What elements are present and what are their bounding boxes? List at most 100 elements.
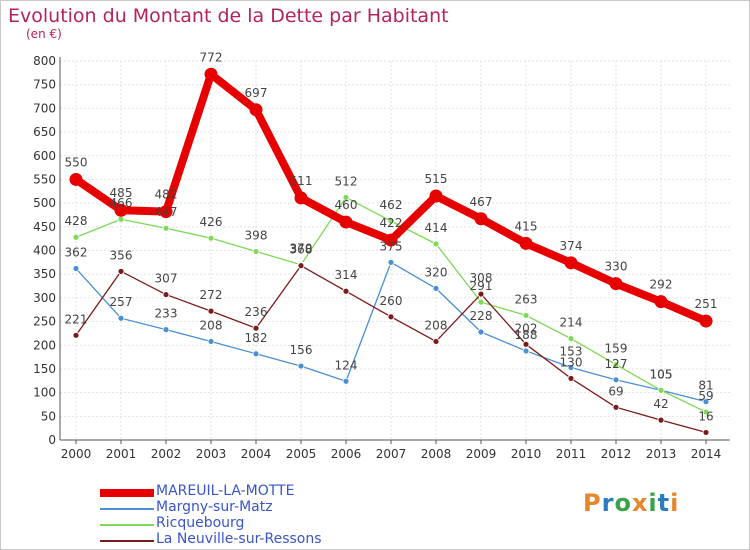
data-point-ricquebourg xyxy=(567,335,575,343)
x-tick-label: 2009 xyxy=(466,447,497,461)
logo-letter: t xyxy=(657,489,671,517)
data-label-la-neuville-sur-ressons: 42 xyxy=(653,397,668,411)
data-label-ricquebourg: 105 xyxy=(650,367,673,381)
data-point-la-neuville-sur-ressons xyxy=(117,267,125,275)
data-label-mareuil-la-motte: 515 xyxy=(425,172,448,186)
data-point-mareuil-la-motte xyxy=(519,236,533,250)
data-label-margny-sur-matz: 320 xyxy=(425,265,448,279)
data-label-mareuil-la-motte: 511 xyxy=(290,174,313,188)
data-label-margny-sur-matz: 257 xyxy=(110,295,133,309)
chart-unit-label: (en €) xyxy=(26,27,62,41)
data-point-la-neuville-sur-ressons xyxy=(162,291,170,298)
data-label-margny-sur-matz: 124 xyxy=(335,358,358,372)
x-tick-label: 2001 xyxy=(106,447,137,461)
data-point-margny-sur-matz xyxy=(252,350,260,358)
y-tick-label: 700 xyxy=(33,101,56,115)
data-label-mareuil-la-motte: 422 xyxy=(380,216,403,230)
data-label-la-neuville-sur-ressons: 260 xyxy=(380,294,403,308)
data-label-ricquebourg: 398 xyxy=(245,228,268,242)
data-point-mareuil-la-motte xyxy=(159,205,173,219)
logo-letter: r xyxy=(601,489,615,517)
y-tick-label: 0 xyxy=(48,433,56,447)
data-label-margny-sur-matz: 81 xyxy=(698,379,713,393)
x-tick-label: 2006 xyxy=(331,447,362,461)
data-point-margny-sur-matz xyxy=(207,338,215,345)
data-label-mareuil-la-motte: 772 xyxy=(200,50,223,64)
data-point-ricquebourg xyxy=(162,224,170,232)
legend-swatch xyxy=(100,540,154,542)
data-label-ricquebourg: 512 xyxy=(335,174,358,188)
data-point-mareuil-la-motte xyxy=(294,191,308,205)
y-tick-label: 100 xyxy=(33,386,56,400)
logo-letter: o xyxy=(614,489,632,517)
legend-label: Ricquebourg xyxy=(156,515,245,531)
logo-letter: x xyxy=(631,489,649,517)
data-point-ricquebourg xyxy=(702,408,710,416)
data-label-margny-sur-matz: 153 xyxy=(560,345,583,359)
chart-title: Evolution du Montant de la Dette par Hab… xyxy=(8,5,449,27)
data-label-la-neuville-sur-ressons: 202 xyxy=(515,321,538,335)
y-tick-label: 750 xyxy=(33,78,56,92)
y-tick-label: 250 xyxy=(33,315,56,329)
y-tick-label: 650 xyxy=(33,125,56,139)
data-label-ricquebourg: 414 xyxy=(425,221,448,235)
y-tick-label: 600 xyxy=(33,149,56,163)
data-label-mareuil-la-motte: 485 xyxy=(110,186,133,200)
data-point-mareuil-la-motte xyxy=(609,277,623,291)
x-tick-label: 2007 xyxy=(376,447,407,461)
data-label-la-neuville-sur-ressons: 208 xyxy=(425,318,448,332)
data-label-mareuil-la-motte: 292 xyxy=(650,278,673,292)
data-point-margny-sur-matz xyxy=(72,265,80,272)
y-tick-label: 500 xyxy=(33,196,56,210)
data-point-la-neuville-sur-ressons xyxy=(702,429,710,436)
data-point-ricquebourg xyxy=(522,312,530,319)
data-label-ricquebourg: 59 xyxy=(698,389,713,403)
legend-swatch xyxy=(100,508,154,510)
data-label-margny-sur-matz: 362 xyxy=(65,246,88,260)
data-point-mareuil-la-motte xyxy=(564,256,578,270)
proxiti-logo: Proxiti xyxy=(583,489,679,517)
data-label-margny-sur-matz: 233 xyxy=(155,307,178,321)
data-point-margny-sur-matz xyxy=(567,364,575,371)
data-point-margny-sur-matz xyxy=(522,347,530,355)
x-tick-label: 2011 xyxy=(556,447,587,461)
data-point-la-neuville-sur-ressons xyxy=(612,403,620,411)
y-tick-label: 50 xyxy=(41,409,56,423)
x-tick-label: 2008 xyxy=(421,447,452,461)
legend-label: La Neuville-sur-Ressons xyxy=(156,531,322,547)
data-label-la-neuville-sur-ressons: 307 xyxy=(155,272,178,286)
data-point-mareuil-la-motte xyxy=(114,203,128,217)
plot-area xyxy=(60,61,730,440)
data-label-margny-sur-matz: 127 xyxy=(605,357,628,371)
data-label-ricquebourg: 370 xyxy=(290,242,313,256)
logo-letter: i xyxy=(670,489,680,517)
data-point-la-neuville-sur-ressons xyxy=(477,290,485,298)
data-label-margny-sur-matz: 228 xyxy=(470,309,493,323)
data-label-la-neuville-sur-ressons: 221 xyxy=(65,312,88,326)
data-point-margny-sur-matz xyxy=(387,258,395,266)
data-label-mareuil-la-motte: 550 xyxy=(65,155,88,169)
x-tick-label: 2005 xyxy=(286,447,317,461)
data-label-margny-sur-matz: 208 xyxy=(200,318,223,332)
data-label-ricquebourg: 466 xyxy=(110,196,133,210)
data-label-ricquebourg: 447 xyxy=(155,205,178,219)
data-point-la-neuville-sur-ressons xyxy=(342,287,350,295)
data-label-ricquebourg: 263 xyxy=(515,292,538,306)
data-point-margny-sur-matz xyxy=(432,284,440,292)
data-point-mareuil-la-motte xyxy=(69,172,83,186)
x-tick-label: 2013 xyxy=(646,447,677,461)
x-tick-label: 2000 xyxy=(61,447,92,461)
data-point-la-neuville-sur-ressons xyxy=(252,324,260,332)
x-tick-label: 2003 xyxy=(196,447,227,461)
data-label-ricquebourg: 214 xyxy=(560,316,583,330)
data-label-ricquebourg: 291 xyxy=(470,279,493,293)
data-label-ricquebourg: 428 xyxy=(65,214,88,228)
data-label-la-neuville-sur-ressons: 130 xyxy=(560,355,583,369)
data-point-ricquebourg xyxy=(252,248,260,255)
legend-swatch xyxy=(100,524,154,526)
legend-label: Margny-sur-Matz xyxy=(156,499,273,515)
data-label-la-neuville-sur-ressons: 69 xyxy=(608,384,623,398)
data-label-mareuil-la-motte: 374 xyxy=(560,239,583,253)
y-tick-label: 550 xyxy=(33,172,56,186)
